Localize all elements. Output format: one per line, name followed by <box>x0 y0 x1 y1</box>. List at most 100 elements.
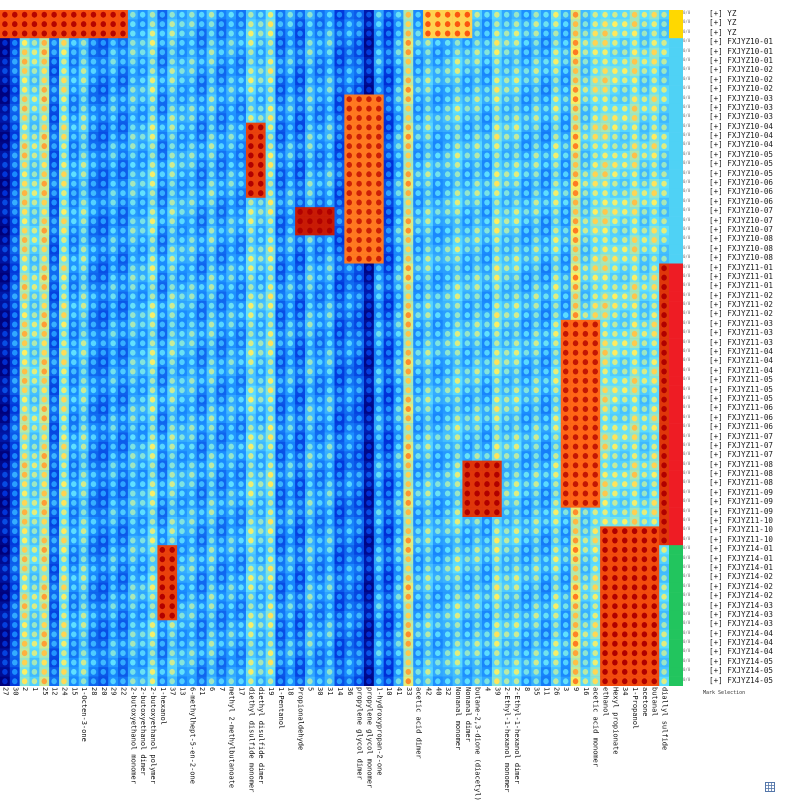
heatmap-cell-peak <box>130 518 136 525</box>
heatmap-cell-peak <box>208 143 215 150</box>
heatmap-cell-peak <box>2 161 8 168</box>
heatmap-cell-peak <box>159 565 166 572</box>
heatmap-cell-peak <box>238 293 244 300</box>
heatmap-cell-peak <box>139 668 146 675</box>
heatmap-cell-peak <box>159 39 166 46</box>
heatmap-cell-peak <box>12 537 18 544</box>
heatmap-cell-peak <box>71 659 77 666</box>
heatmap-cell-peak <box>71 481 77 488</box>
heatmap-cell-peak <box>120 678 126 685</box>
heatmap-cell-peak <box>61 274 67 281</box>
heatmap-cell-peak <box>120 246 126 253</box>
heatmap-cell-peak <box>198 659 205 666</box>
heatmap-cell-peak <box>179 133 185 140</box>
heatmap-cell-peak <box>120 293 126 300</box>
heatmap-cell-peak <box>21 246 28 253</box>
heatmap-cell-peak <box>41 668 48 675</box>
heatmap-cell-peak <box>218 471 225 478</box>
heatmap-cell-peak <box>139 556 146 563</box>
heatmap-cell-peak <box>51 246 57 253</box>
heatmap-cell-peak <box>326 443 333 450</box>
heatmap-cell-peak <box>218 152 225 159</box>
heatmap-cell-peak <box>71 349 77 356</box>
heatmap-cell-peak <box>149 584 156 591</box>
heatmap-cell-peak <box>21 368 28 375</box>
heatmap-cell-peak <box>326 546 333 553</box>
heatmap-cell-peak <box>326 481 333 488</box>
heatmap-cell-peak <box>41 565 48 572</box>
heatmap-cell-peak <box>61 452 67 459</box>
heatmap-cell-peak <box>71 39 77 46</box>
heatmap-cell-peak <box>130 237 136 244</box>
heatmap-cell-peak <box>267 312 274 319</box>
heatmap-cell-peak <box>189 621 195 628</box>
heatmap-cell-peak <box>198 68 205 75</box>
heatmap-cell-peak <box>189 255 195 262</box>
heatmap-cell-peak <box>336 255 343 262</box>
heatmap-cell-peak <box>61 77 67 84</box>
heatmap-cell-peak <box>336 58 343 65</box>
heatmap-cell-peak <box>189 68 195 75</box>
heatmap-cell-peak <box>228 621 234 628</box>
heatmap-cell-peak <box>218 490 225 497</box>
heatmap-cell-peak <box>248 302 254 309</box>
heatmap-cell-peak <box>316 58 323 65</box>
heatmap-cell-peak <box>71 208 77 215</box>
heatmap-cell-peak <box>218 406 225 413</box>
heatmap-cell-peak <box>21 593 28 600</box>
heatmap-cell-peak <box>110 246 116 253</box>
heatmap-cell-peak <box>100 462 107 469</box>
heatmap-cell-peak <box>130 330 136 337</box>
heatmap-cell-peak <box>238 180 244 187</box>
heatmap-column <box>255 10 266 686</box>
heatmap-cell-peak <box>2 499 8 506</box>
heatmap-cell-peak <box>51 603 57 610</box>
heatmap-cell-peak <box>307 105 313 112</box>
heatmap-cell-peak <box>287 443 293 450</box>
heatmap-cell-peak <box>198 593 205 600</box>
heatmap-cell-peak <box>198 274 205 281</box>
heatmap-cell-peak <box>21 237 28 244</box>
heatmap-cell-peak <box>277 114 284 121</box>
heatmap-cell-peak <box>238 265 244 272</box>
heatmap-cell-peak <box>110 114 116 121</box>
heatmap-cell-peak <box>238 518 244 525</box>
heatmap-cell-peak <box>149 161 156 168</box>
heatmap-cell-peak <box>51 406 57 413</box>
heatmap-cell-peak <box>248 321 254 328</box>
heatmap-cell-peak <box>2 237 8 244</box>
heatmap-cell-peak <box>31 302 38 309</box>
heatmap-cell-peak <box>159 255 166 262</box>
heatmap-plot-area[interactable] <box>0 10 669 686</box>
heatmap-cell-peak <box>169 208 175 215</box>
heatmap-cell-peak <box>2 30 8 37</box>
heatmap-cell-peak <box>51 105 57 112</box>
heatmap-cell-peak <box>287 274 293 281</box>
heatmap-cell-peak <box>80 396 87 403</box>
heatmap-cell-peak <box>277 283 284 290</box>
heatmap-cell-peak <box>71 152 77 159</box>
heatmap-cell-peak <box>307 340 313 347</box>
heatmap-cell-peak <box>316 11 323 18</box>
heatmap-cell-peak <box>198 518 205 525</box>
heatmap-cell-peak <box>139 274 146 281</box>
heatmap-cell-peak <box>41 11 48 18</box>
heatmap-cell-peak <box>238 499 244 506</box>
heatmap-cell-peak <box>139 349 146 356</box>
heatmap-cell-peak <box>189 434 195 441</box>
heatmap-cell-peak <box>316 415 323 422</box>
heatmap-cell-peak <box>257 443 264 450</box>
heatmap-cell-peak <box>41 255 48 262</box>
heatmap-cell-peak <box>189 321 195 328</box>
heatmap-cell-peak <box>228 640 234 647</box>
heatmap-cell-peak <box>238 105 244 112</box>
heatmap-cell-peak <box>61 30 67 37</box>
heatmap-cell-peak <box>326 77 333 84</box>
heatmap-cell-peak <box>51 640 57 647</box>
heatmap-cell-peak <box>169 302 175 309</box>
heatmap-cell-peak <box>90 593 97 600</box>
heatmap-cell-peak <box>208 21 215 28</box>
heatmap-cell-peak <box>179 30 185 37</box>
heatmap-cell-peak <box>228 631 234 638</box>
heatmap-cell-peak <box>287 406 293 413</box>
